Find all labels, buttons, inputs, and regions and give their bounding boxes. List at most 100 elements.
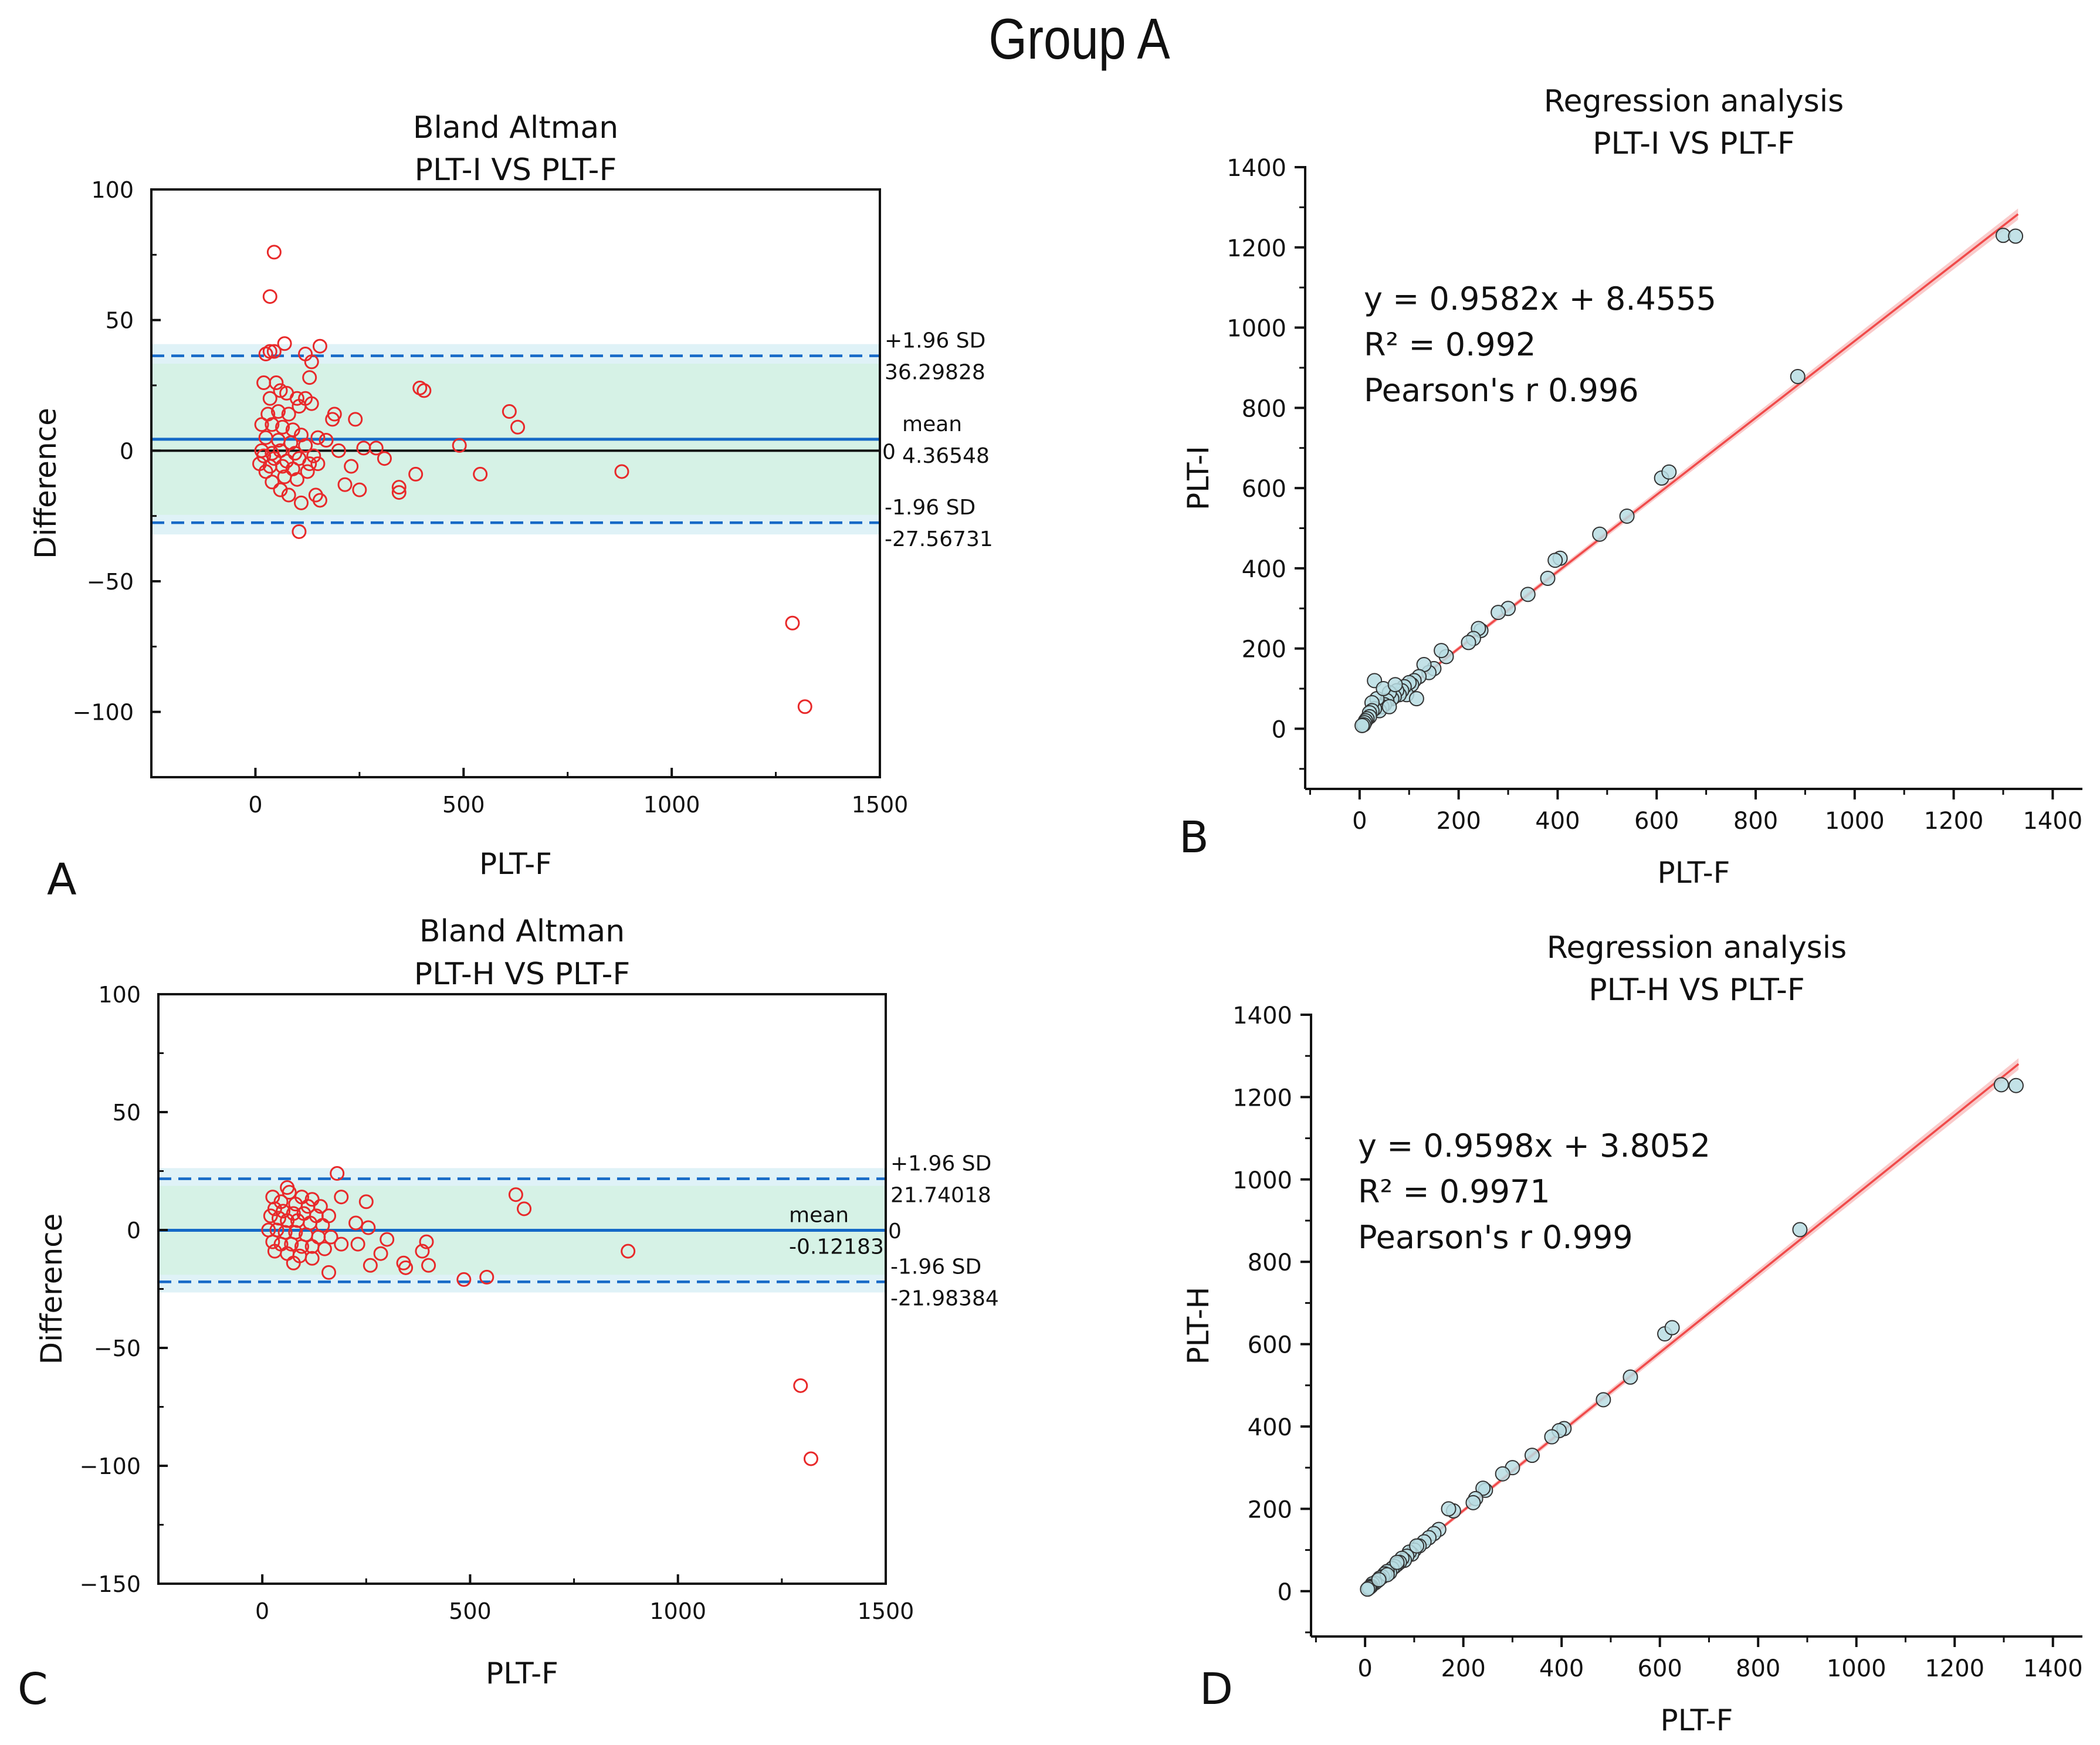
data-point: [1661, 464, 1677, 480]
y-tick-label: 1000: [1227, 316, 1286, 343]
chart-title: Bland Altman: [413, 110, 618, 145]
mean-value: 4.36548: [902, 444, 990, 468]
panel-b: Regression analysis PLT-I VS PLT-F 0 200 400…: [1179, 84, 2082, 890]
y-tick-label: 1400: [1227, 155, 1286, 182]
x-tick-label: 800: [1736, 1655, 1780, 1682]
data-point: [289, 472, 304, 487]
chart-title: Bland Altman: [419, 914, 625, 949]
data-point: [502, 404, 517, 419]
data-point: [289, 391, 304, 406]
data-point: [276, 1204, 291, 1219]
data-point: [306, 448, 321, 463]
data-point: [281, 406, 296, 422]
data-point: [337, 477, 353, 492]
data-point: [368, 441, 384, 456]
figure-title: Group A: [988, 7, 1170, 71]
data-point: [1354, 717, 1370, 733]
y-tick-label: 0: [1278, 1579, 1292, 1606]
data-point: [317, 1241, 332, 1256]
data-point: [304, 354, 319, 370]
x-tick-label: 1000: [643, 792, 700, 818]
data-point: [1544, 1429, 1560, 1445]
data-point: [265, 417, 280, 432]
y-tick-label: 400: [1242, 556, 1286, 583]
y-tick-label: 1200: [1227, 235, 1286, 262]
y-tick-label: 50: [106, 308, 134, 334]
y-axis-label: PLT-I: [1181, 446, 1215, 510]
y-tick-label: −100: [80, 1453, 141, 1479]
data-point: [258, 464, 273, 479]
data-point: [510, 419, 526, 435]
data-point: [1387, 677, 1403, 693]
y-axis-label: PLT-H: [1181, 1287, 1215, 1365]
data-point: [266, 245, 282, 260]
data-point: [330, 1166, 345, 1181]
data-point: [479, 1269, 494, 1285]
data-point: [294, 1239, 309, 1254]
data-point: [270, 404, 286, 419]
data-point: [621, 1243, 636, 1259]
x-tick-label: 1500: [858, 1598, 914, 1624]
data-point: [1619, 508, 1635, 524]
x-tick-label: 1200: [1925, 1655, 1984, 1682]
data-point: [797, 699, 812, 714]
x-tick-label: 1400: [2023, 1655, 2083, 1682]
data-point: [282, 1185, 297, 1200]
data-point: [456, 1272, 472, 1287]
data-point: [344, 459, 359, 474]
y-tick-label: 1400: [1232, 1002, 1292, 1029]
y-axis-label: Difference: [35, 1214, 69, 1365]
data-point: [398, 1260, 414, 1275]
plot-frame: [150, 188, 881, 778]
data-point: [421, 1258, 436, 1273]
y-tick-label: 0: [127, 1218, 141, 1243]
x-tick-label: 0: [1357, 1655, 1372, 1682]
regression-equation: y = 0.9582x + 8.4555: [1364, 280, 1716, 317]
y-tick-label: −100: [73, 700, 134, 726]
x-tick-label: 400: [1535, 808, 1580, 835]
chart-subtitle: PLT-I VS PLT-F: [1593, 126, 1795, 161]
data-point: [292, 524, 307, 539]
data-point: [310, 456, 326, 472]
data-point: [265, 475, 280, 490]
x-axis-label: PLT-F: [1661, 1703, 1733, 1737]
y-tick-label: 1000: [1232, 1167, 1292, 1194]
data-point: [361, 1220, 376, 1235]
data-point: [1792, 1222, 1808, 1238]
data-point: [373, 1246, 388, 1261]
data-point: [1592, 526, 1608, 542]
data-point: [803, 1451, 818, 1466]
data-point: [281, 487, 296, 503]
lower-loa-label: -1.96 SD: [890, 1255, 981, 1279]
data-point: [256, 448, 272, 463]
data-point: [312, 493, 327, 508]
data-point: [452, 438, 467, 453]
x-tick-label: 500: [442, 792, 485, 818]
data-point: [1408, 691, 1424, 707]
x-tick-label: 800: [1733, 808, 1778, 835]
data-point: [614, 464, 629, 479]
data-point: [348, 412, 363, 427]
x-tick-label: 1000: [1825, 808, 1885, 835]
x-tick-label: 1000: [649, 1598, 706, 1624]
data-point: [292, 399, 307, 414]
y-tick-label: −50: [87, 569, 134, 595]
data-point: [323, 1229, 338, 1245]
data-point: [416, 383, 432, 398]
data-point: [348, 1215, 364, 1231]
data-point: [1409, 1538, 1425, 1554]
data-point: [1520, 587, 1536, 602]
data-point: [1475, 1480, 1491, 1496]
data-point: [1790, 368, 1806, 384]
data-point: [793, 1378, 808, 1393]
lower-loa-value: -27.56731: [885, 527, 993, 551]
chart-subtitle: PLT-H VS PLT-F: [414, 957, 631, 992]
data-point: [1441, 1501, 1457, 1517]
data-point: [408, 466, 424, 482]
data-point: [258, 347, 273, 362]
y-tick-label: 100: [91, 177, 134, 203]
